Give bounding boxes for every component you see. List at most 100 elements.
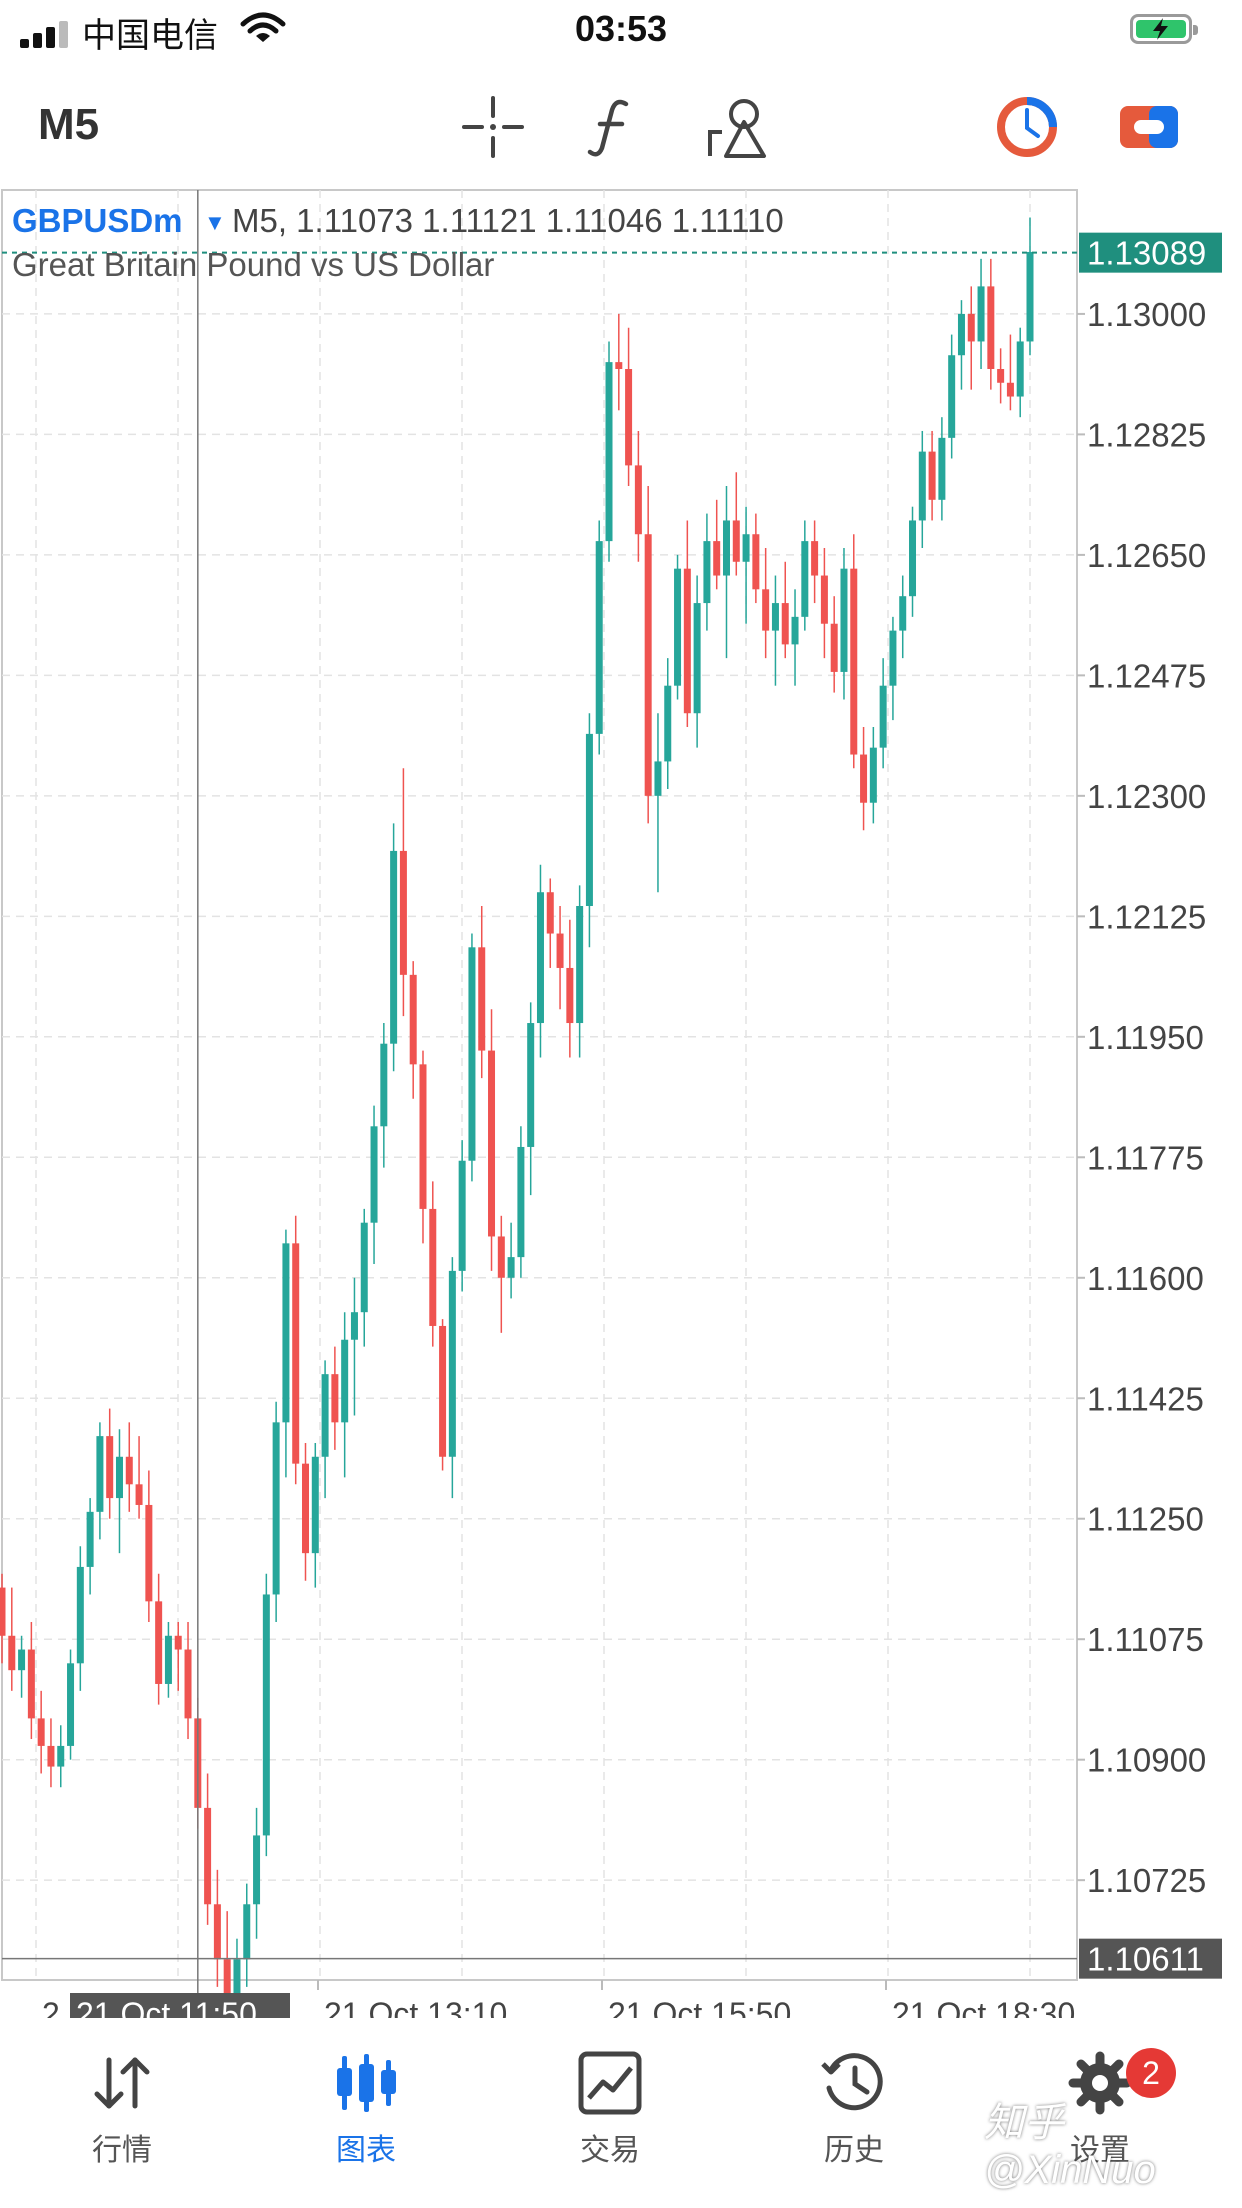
candle-body xyxy=(967,313,975,342)
candle-body xyxy=(517,1146,525,1258)
candle-body xyxy=(439,1325,447,1457)
candle-body xyxy=(223,1959,231,2008)
nav-settings-label: 设置 xyxy=(1070,2134,1130,2167)
candle-body xyxy=(527,1023,535,1147)
candle-body xyxy=(625,369,633,466)
candle-body xyxy=(811,541,819,576)
candle-body xyxy=(497,1236,505,1278)
candle-body xyxy=(674,568,682,686)
candle-body xyxy=(282,1243,290,1423)
y-tick-label: 1.13000 xyxy=(1087,296,1206,333)
nav-history-label: 历史 xyxy=(824,2134,884,2167)
candle-body xyxy=(164,1635,172,1684)
candle-body xyxy=(566,967,574,1024)
y-tick-label: 1.11775 xyxy=(1087,1139,1204,1176)
crosshair-time-label: 21 Oct 11:50 xyxy=(76,1996,257,2018)
y-tick-label: 1.11075 xyxy=(1087,1621,1204,1658)
candle-body xyxy=(448,1270,456,1457)
nav-settings[interactable]: 设置 xyxy=(1035,2050,1165,2169)
timeframe-button[interactable]: M5 xyxy=(38,100,100,149)
candle-body xyxy=(781,603,789,645)
candle-body xyxy=(27,1649,35,1719)
wifi-icon xyxy=(240,12,286,42)
nav-history[interactable]: 历史 xyxy=(789,2050,919,2169)
candle-body xyxy=(243,1904,251,1960)
trade-toggle-icon[interactable] xyxy=(1114,92,1184,162)
candle-body xyxy=(860,754,868,803)
current-price-label: 1.13089 xyxy=(1087,235,1206,272)
candle-body xyxy=(478,947,486,1051)
objects-icon[interactable] xyxy=(702,92,772,162)
candle-body xyxy=(615,362,623,369)
candle-body xyxy=(801,541,809,617)
candle-body xyxy=(37,1718,45,1746)
candle-body xyxy=(683,568,691,714)
y-tick-label: 1.11425 xyxy=(1087,1380,1204,1417)
candle-body xyxy=(302,1463,310,1554)
candle-body xyxy=(713,541,721,576)
nav-chart[interactable]: 图表 xyxy=(301,2050,431,2169)
candle-body xyxy=(840,568,848,672)
y-tick-label: 1.11600 xyxy=(1087,1260,1204,1297)
candle-body xyxy=(106,1436,114,1499)
signal-icon xyxy=(20,18,72,48)
candle-body xyxy=(67,1663,75,1746)
candle-body xyxy=(546,892,554,934)
chart-icon xyxy=(337,2054,396,2112)
candle-body xyxy=(174,1635,182,1650)
candle-body xyxy=(644,534,652,796)
nav-trade-label: 交易 xyxy=(580,2134,640,2167)
candle-body xyxy=(468,947,476,1161)
symbol-label[interactable]: GBPUSDm xyxy=(12,202,183,239)
candle-body xyxy=(370,1126,378,1223)
carrier-label: 中国电信 xyxy=(82,17,218,55)
candle-body xyxy=(233,1959,241,2008)
candle-body xyxy=(86,1511,94,1567)
battery-icon xyxy=(1130,14,1198,44)
bottom-navigation: 行情 图表 交易 历史 xyxy=(0,2040,1242,2208)
candle-body xyxy=(977,286,985,342)
status-bar: 中国电信 03:53 xyxy=(0,0,1242,60)
y-tick-label: 1.11950 xyxy=(1087,1019,1204,1056)
candle-body xyxy=(321,1374,329,1457)
candle-body xyxy=(791,616,799,645)
candle-body xyxy=(0,1587,6,1636)
y-tick-label: 1.12125 xyxy=(1087,898,1206,935)
candle-body xyxy=(752,534,760,590)
candle-body xyxy=(458,1160,466,1271)
candle-body xyxy=(987,286,995,369)
x-tick-label: 21 Oct 13:10 xyxy=(324,1996,507,2018)
candle-body xyxy=(145,1504,153,1602)
chart-area[interactable]: 1.13000 1.12825 1.12650 1.12475 1.12300 1.121… xyxy=(0,188,1242,2037)
candle-body xyxy=(869,747,877,803)
candle-body xyxy=(536,892,544,1024)
y-tick-label: 1.12825 xyxy=(1087,416,1206,453)
nav-quotes[interactable]: 行情 xyxy=(57,2050,187,2169)
crosshair-icon[interactable] xyxy=(458,92,528,162)
watermark: 知乎 @XinNuo xyxy=(984,2101,1156,2192)
candle-body xyxy=(909,520,917,597)
function-icon[interactable] xyxy=(578,92,648,162)
crosshair-price-label: 1.10611 xyxy=(1087,1941,1204,1978)
candle-body xyxy=(360,1222,368,1313)
y-tick-label: 1.12650 xyxy=(1087,537,1206,574)
candle-body xyxy=(997,369,1005,383)
candle-body xyxy=(948,355,956,438)
candlestick-chart[interactable]: 1.13000 1.12825 1.12650 1.12475 1.12300 1.121… xyxy=(0,188,1242,2037)
y-tick-label: 1.10725 xyxy=(1087,1862,1206,1899)
candle-body xyxy=(47,1745,55,1767)
candle-body xyxy=(850,568,858,755)
switch-account-icon[interactable] xyxy=(992,92,1062,162)
symbol-dropdown-icon[interactable]: ▼ xyxy=(204,210,226,235)
chart-toolbar: M5 xyxy=(0,72,1242,182)
candle-body xyxy=(595,541,603,734)
candle-body xyxy=(399,850,407,975)
current-price-label-bg xyxy=(1079,232,1222,273)
candle-body xyxy=(928,451,936,500)
candle-body xyxy=(135,1484,143,1505)
settings-icon xyxy=(1068,2051,1132,2115)
nav-trade[interactable]: 交易 xyxy=(545,2050,675,2169)
candle-body xyxy=(830,623,838,672)
y-tick-label: 1.10900 xyxy=(1087,1742,1206,1779)
candle-body xyxy=(8,1635,16,1671)
